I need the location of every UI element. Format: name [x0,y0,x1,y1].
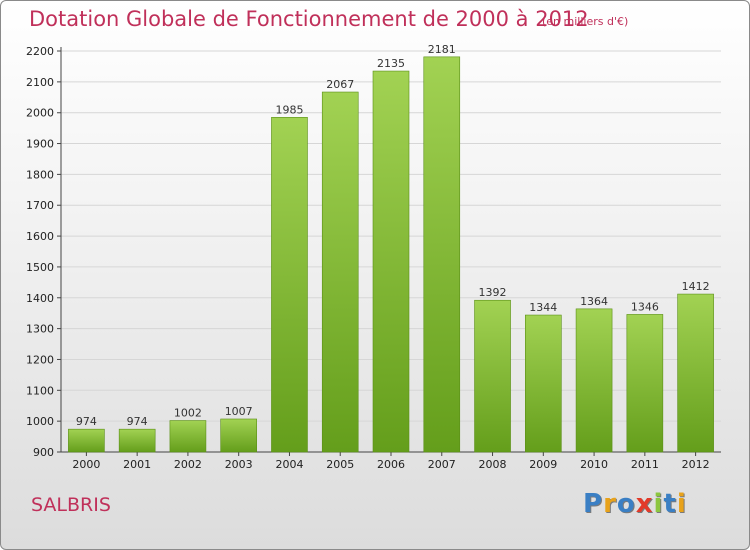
bar-value-label: 1344 [529,301,557,314]
bar-value-label: 1007 [225,405,253,418]
bar [271,117,308,453]
x-tick-label: 2000 [72,458,100,471]
y-tick-label: 1100 [26,384,54,397]
x-tick-label: 2007 [428,458,456,471]
bars [68,56,714,453]
logo-letter: o [616,489,636,519]
x-tick-label: 2012 [682,458,710,471]
bar [372,70,410,453]
commune-name: SALBRIS [31,494,111,516]
bar [575,308,613,453]
logo-letter: t [663,489,677,519]
y-tick-label: 900 [33,446,54,459]
bar-value-label: 2135 [377,57,405,70]
y-tick-label: 1500 [26,261,54,274]
y-tick-label: 1800 [26,168,54,181]
bar [626,314,664,453]
x-tick-label: 2009 [529,458,557,471]
bar [220,418,257,453]
logo-letter: i [676,489,687,519]
x-tick-label: 2010 [580,458,608,471]
x-tick-label: 2004 [275,458,303,471]
y-tick-label: 1200 [26,353,54,366]
bar-value-label: 2181 [428,43,456,56]
bar-value-label: 1346 [631,300,659,313]
y-tick-label: 2000 [26,107,54,120]
x-tick-label: 2002 [174,458,202,471]
proxiti-logo[interactable]: Proxiti [583,489,687,519]
y-tick-label: 2200 [26,45,54,58]
bar-value-label: 974 [127,415,148,428]
bar [677,293,714,453]
y-tick-label: 1600 [26,230,54,243]
x-tick-label: 2008 [479,458,507,471]
x-tick-label: 2006 [377,458,405,471]
bar [118,428,156,453]
logo-letter: x [635,489,654,519]
bar-value-label: 1392 [479,286,507,299]
y-tick-label: 1300 [26,323,54,336]
logo-letter: r [603,489,617,519]
y-tick-label: 1700 [26,199,54,212]
chart-subtitle: (en milliers d'€) [542,15,629,28]
bar [68,428,105,453]
bar [474,299,511,453]
chart-title: Dotation Globale de Fonctionnement de 20… [29,7,589,31]
y-tick-label: 1900 [26,138,54,151]
bar-value-label: 1412 [682,280,710,293]
x-tick-label: 2001 [123,458,151,471]
y-tick-label: 2100 [26,76,54,89]
bar [525,314,562,453]
y-tick-label: 1000 [26,415,54,428]
bar-value-label: 2067 [326,78,354,91]
bar [169,420,207,453]
bar-value-label: 1002 [174,407,202,420]
bar-value-label: 1364 [580,295,608,308]
logo-letter: i [653,489,664,519]
bar [321,91,359,453]
x-tick-label: 2003 [225,458,253,471]
bar [423,56,461,453]
logo-letter: P [583,489,604,519]
bar-value-label: 974 [76,415,97,428]
labels: 974 974 1002 1007 1985 2067 2135 2181 1392 1344 13… [76,43,710,428]
y-tick-label: 1400 [26,292,54,305]
x-tick-label: 2011 [631,458,659,471]
x-tick-label: 2005 [326,458,354,471]
bar-value-label: 1985 [275,103,303,116]
